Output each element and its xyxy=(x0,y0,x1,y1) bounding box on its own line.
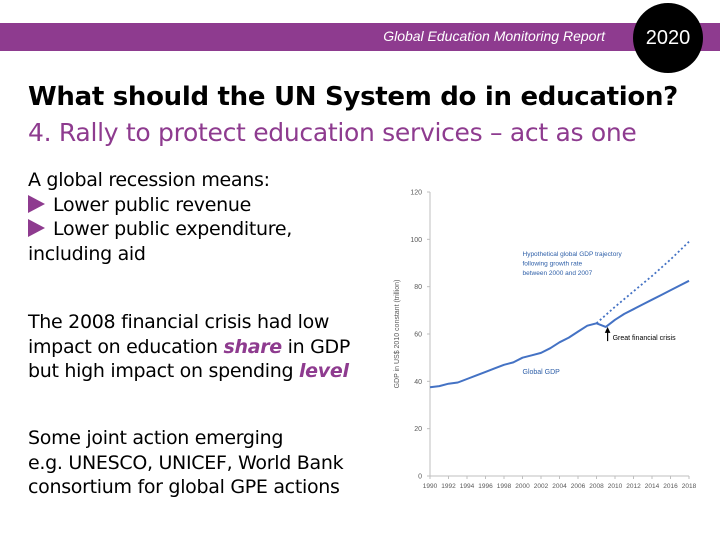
joint-line-1: Some joint action emerging xyxy=(28,427,284,449)
x-tick-label: 1998 xyxy=(497,483,512,490)
emph-share: share xyxy=(223,335,282,358)
gdp-line-chart: 0 20 40 60 80 100 120 1990 1992 1994 1996 1998 2000 2… xyxy=(394,190,697,491)
x-tick-label: 1990 xyxy=(423,483,438,490)
annotation-hypothetical-line-2: following growth rate xyxy=(523,260,583,267)
slide-subtitle: 4. Rally to protect education services –… xyxy=(28,118,637,147)
joint-line-3: consortium for global GPE actions xyxy=(28,476,340,498)
header-banner: Global Education Monitoring Report xyxy=(0,23,720,51)
crisis-line-2-pre: impact on education xyxy=(28,335,224,358)
x-tick-label: 2012 xyxy=(626,483,641,490)
recession-intro: A global recession means: xyxy=(28,169,270,191)
bullet-revenue-text: Lower public revenue xyxy=(53,193,251,216)
x-tick-label: 1992 xyxy=(441,483,456,490)
x-tick-label: 2000 xyxy=(515,483,530,490)
x-tick-label: 2018 xyxy=(682,483,697,490)
crisis-line-3-pre: but high impact on spending xyxy=(28,360,299,382)
y-axis-label: GDP in US$ 2010 constant (trillion) xyxy=(394,280,401,389)
emph-level: level xyxy=(298,360,349,382)
triangle-bullet-icon xyxy=(28,194,45,213)
x-tick-label: 2008 xyxy=(589,483,604,490)
annotation-crisis: Great financial crisis xyxy=(613,335,677,342)
y-tick-label: 60 xyxy=(414,332,422,339)
bullet-expenditure: Lower public expenditure, xyxy=(28,217,292,242)
crisis-line-2-post: in GDP xyxy=(281,335,351,358)
x-tick-label: 2014 xyxy=(645,483,660,490)
y-tick-label: 100 xyxy=(410,237,422,244)
annotation-hypothetical-line-1: Hypothetical global GDP trajectory xyxy=(523,251,623,258)
y-tick-label: 20 xyxy=(414,426,422,433)
joint-action-block: Some joint action emerging e.g. UNESCO, … xyxy=(28,426,344,500)
year-badge: 2020 xyxy=(633,3,703,73)
y-tick-label: 0 xyxy=(418,474,422,481)
crisis-arrow-icon xyxy=(604,326,611,333)
y-tick-label: 40 xyxy=(414,379,422,386)
x-tick-label: 2004 xyxy=(552,483,567,490)
y-tick-label: 80 xyxy=(414,284,422,291)
annotation-global-gdp: Global GDP xyxy=(523,369,561,376)
bullet-revenue: Lower public revenue xyxy=(28,193,292,218)
crisis-line-3: but high impact on spending level xyxy=(28,359,350,384)
report-title: Global Education Monitoring Report xyxy=(383,28,605,44)
x-tick-label: 2002 xyxy=(534,483,549,490)
recession-block: A global recession means: Lower public r… xyxy=(28,168,292,266)
slide-title: What should the UN System do in educatio… xyxy=(28,82,678,112)
bullet-expenditure-cont: including aid xyxy=(28,242,146,265)
crisis-line-1: The 2008 financial crisis had low xyxy=(28,311,330,333)
crisis-block: The 2008 financial crisis had low impact… xyxy=(28,310,350,384)
annotation-hypothetical-line-3: between 2000 and 2007 xyxy=(523,270,593,277)
series-line-global-gdp xyxy=(429,279,690,389)
x-tick-label: 2006 xyxy=(571,483,586,490)
x-tick-label: 1994 xyxy=(460,483,475,490)
x-tick-label: 2016 xyxy=(663,483,678,490)
y-tick-label: 120 xyxy=(410,190,422,197)
triangle-bullet-icon xyxy=(28,219,45,237)
x-tick-label: 1996 xyxy=(478,483,493,490)
joint-line-2: e.g. UNESCO, UNICEF, World Bank xyxy=(28,451,344,474)
crisis-line-2: impact on education share in GDP xyxy=(28,335,350,360)
x-tick-label: 2010 xyxy=(608,483,623,490)
bullet-expenditure-text: Lower public expenditure, xyxy=(53,218,293,240)
